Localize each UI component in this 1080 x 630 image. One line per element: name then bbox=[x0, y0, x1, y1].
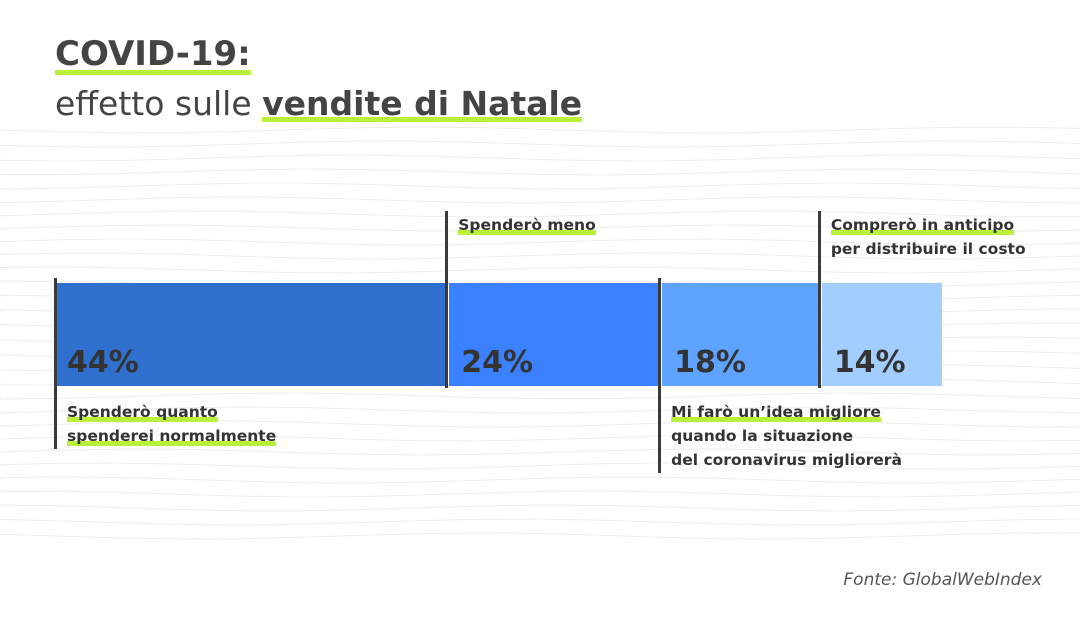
category-label-text: Spenderò meno bbox=[458, 216, 596, 236]
category-label-line: quando la situazione bbox=[671, 424, 902, 448]
page-subtitle: effetto sulle vendite di Natale bbox=[55, 80, 583, 128]
subtitle-plain: effetto sulle bbox=[55, 84, 263, 123]
category-label-line: spenderei normalmente bbox=[67, 424, 277, 448]
category-label: Spenderò meno bbox=[458, 213, 596, 237]
segment-marker bbox=[658, 278, 662, 473]
category-label-text: quando la situazione bbox=[671, 427, 854, 445]
value-label: 24% bbox=[461, 345, 534, 380]
bar-segment bbox=[55, 283, 446, 386]
bar-segment bbox=[662, 283, 818, 386]
category-label-line: Spenderò quanto bbox=[67, 400, 276, 424]
value-label: 44% bbox=[67, 345, 139, 380]
bar-segment bbox=[449, 283, 659, 386]
category-label-text: per distribuire il costo bbox=[830, 240, 1026, 258]
category-label-line: Comprerò in anticipo bbox=[830, 213, 1026, 237]
category-label-text: Spenderò quanto bbox=[67, 403, 218, 423]
subtitle-bold: vendite di Natale bbox=[262, 84, 583, 125]
category-label: Mi farò un’idea migliore quando la situaz… bbox=[671, 400, 902, 472]
category-label-line: Mi farò un’idea migliore bbox=[671, 400, 902, 424]
value-label: 18% bbox=[674, 345, 746, 380]
category-label-text: Mi farò un’idea migliore bbox=[671, 403, 881, 423]
bar-segment bbox=[821, 283, 942, 386]
page-title: COVID-19: bbox=[55, 32, 251, 78]
category-label-line: del coronavirus migliorerà bbox=[671, 448, 902, 472]
category-label-text: del coronavirus migliorerà bbox=[671, 451, 902, 469]
category-label-text: spenderei normalmente bbox=[67, 427, 277, 447]
category-label: Spenderò quanto spenderei normalmente bbox=[67, 400, 277, 448]
category-label: Comprerò in anticipo per distribuire il c… bbox=[830, 213, 1026, 261]
source-caption: Fonte: GlobalWebIndex bbox=[843, 570, 1042, 590]
value-label: 14% bbox=[833, 345, 906, 380]
category-label-text: Comprerò in anticipo bbox=[830, 216, 1015, 236]
category-label-line: per distribuire il costo bbox=[831, 237, 1026, 261]
segment-marker bbox=[817, 211, 821, 388]
segment-marker bbox=[54, 278, 57, 449]
category-label-line: Spenderò meno bbox=[458, 213, 596, 237]
segment-marker bbox=[445, 211, 449, 388]
title-block: COVID-19: effetto sulle vendite di Natal… bbox=[55, 32, 583, 128]
